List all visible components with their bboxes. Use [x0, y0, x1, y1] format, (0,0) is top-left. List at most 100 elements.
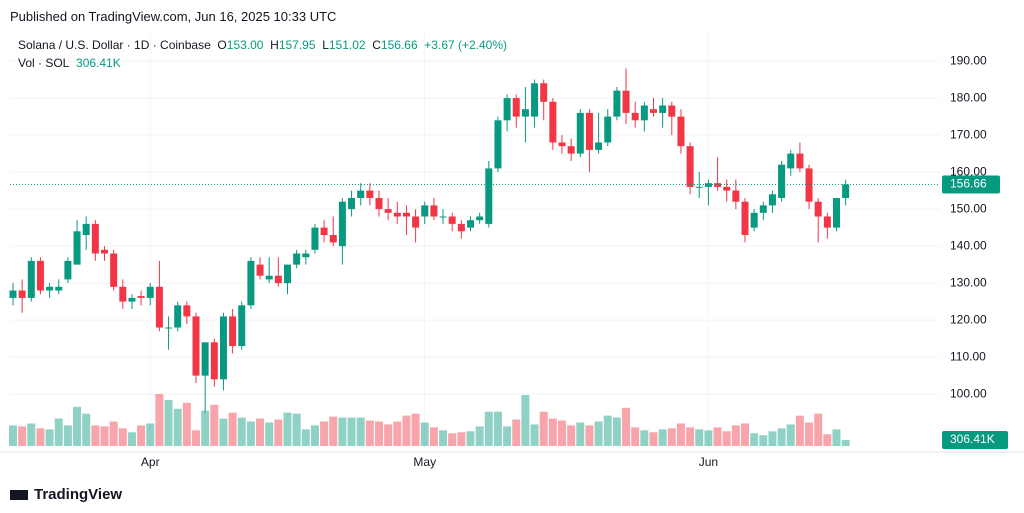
volume-bar	[631, 427, 640, 446]
volume-bar	[475, 426, 484, 446]
close-key: C	[372, 38, 381, 52]
low-key: L	[322, 38, 329, 52]
volume-bar	[82, 413, 91, 446]
volume-bar	[265, 422, 274, 446]
volume-bar	[155, 394, 164, 446]
candle-body	[18, 290, 26, 298]
candle-body	[46, 286, 54, 291]
volume-bar	[731, 425, 740, 446]
x-tick-label: Apr	[141, 455, 160, 469]
volume-tag	[942, 430, 1008, 449]
volume-bar	[237, 417, 246, 446]
volume-bar	[823, 434, 832, 446]
y-tick-label: 110.00	[950, 349, 986, 363]
y-tick-label: 170.00	[950, 127, 987, 141]
volume-bar	[27, 423, 36, 446]
volume-bar	[411, 413, 420, 446]
candle-body	[256, 264, 264, 276]
brand-text: TradingView	[34, 486, 123, 503]
candle-body	[567, 146, 575, 154]
volume-bar	[219, 418, 228, 446]
volume-bar	[576, 422, 585, 446]
candle-body	[723, 186, 731, 191]
candle-body	[485, 168, 493, 224]
candle-body	[274, 275, 282, 284]
candle-body	[604, 116, 612, 143]
candle-body	[796, 153, 804, 169]
volume-bar	[777, 428, 786, 446]
candle-body	[531, 83, 539, 117]
volume-bar	[301, 429, 310, 446]
chart-header: Solana / U.S. Dollar · 1D · Coinbase O15…	[18, 38, 507, 52]
volume-bar	[9, 425, 17, 446]
candle-body	[576, 112, 584, 154]
volume-header: Vol · SOL 306.41K	[18, 56, 121, 70]
candle-body	[82, 223, 90, 236]
candle-body	[714, 183, 722, 187]
volume-bar	[457, 432, 466, 446]
volume-bar	[530, 424, 539, 446]
candle-body	[695, 186, 703, 188]
volume-value: 306.41K	[76, 56, 121, 70]
candle-body	[293, 253, 301, 265]
candle-body	[73, 231, 81, 265]
volume-bar	[347, 417, 356, 446]
volume-bar	[786, 424, 795, 446]
volume-bar	[750, 433, 759, 446]
volume-bar	[466, 431, 475, 446]
candle-body	[512, 98, 520, 117]
volume-bar	[146, 423, 155, 446]
volume-bar	[137, 425, 146, 446]
volume-bar	[759, 435, 768, 446]
candle-body	[338, 201, 346, 247]
volume-bar	[18, 426, 27, 446]
candle-body	[448, 216, 456, 224]
candle-body	[375, 198, 383, 210]
candle-body	[540, 83, 548, 102]
candle-body	[155, 286, 163, 328]
volume-bar	[676, 423, 685, 446]
volume-bar	[741, 423, 749, 446]
candle-body	[778, 164, 786, 198]
candle-body	[750, 212, 758, 228]
candle-body	[55, 286, 63, 291]
volume-bar	[558, 420, 566, 446]
volume-bar	[548, 418, 557, 446]
low-value: 151.02	[328, 38, 366, 52]
candle-body	[732, 190, 740, 202]
candle-body	[677, 116, 685, 147]
candle-body	[238, 305, 246, 347]
x-tick-label: Jun	[699, 455, 718, 469]
candle-body	[549, 101, 557, 143]
candle-body	[128, 297, 136, 302]
volume-bar	[512, 419, 521, 446]
candle-body	[192, 316, 200, 376]
candle-body	[183, 305, 191, 317]
candle-body	[503, 98, 511, 121]
volume-bar	[521, 395, 530, 446]
volume-bar	[118, 428, 127, 446]
candle-body	[302, 253, 310, 258]
candle-body	[768, 194, 776, 206]
volume-bar	[603, 415, 612, 446]
x-tick-label: May	[413, 455, 436, 469]
volume-bar	[201, 410, 210, 446]
candle-body	[585, 112, 593, 150]
candle-body	[814, 201, 822, 217]
candle-body	[833, 198, 840, 228]
brand: TradingView	[10, 486, 122, 503]
candle-body	[402, 212, 410, 217]
volume-bar	[63, 425, 72, 446]
volume-bar	[722, 431, 731, 446]
volume-bar	[356, 417, 365, 446]
volume-bar	[814, 413, 823, 446]
candle-body	[137, 296, 145, 298]
volume-bar	[182, 402, 191, 446]
volume-bar	[402, 415, 411, 446]
change-value: +3.67 (+2.40%)	[424, 38, 508, 52]
candle-body	[430, 205, 438, 217]
volume-bar	[649, 432, 658, 446]
volume-bar	[640, 430, 649, 446]
candle-body	[357, 190, 365, 198]
volume-bar	[329, 416, 338, 446]
